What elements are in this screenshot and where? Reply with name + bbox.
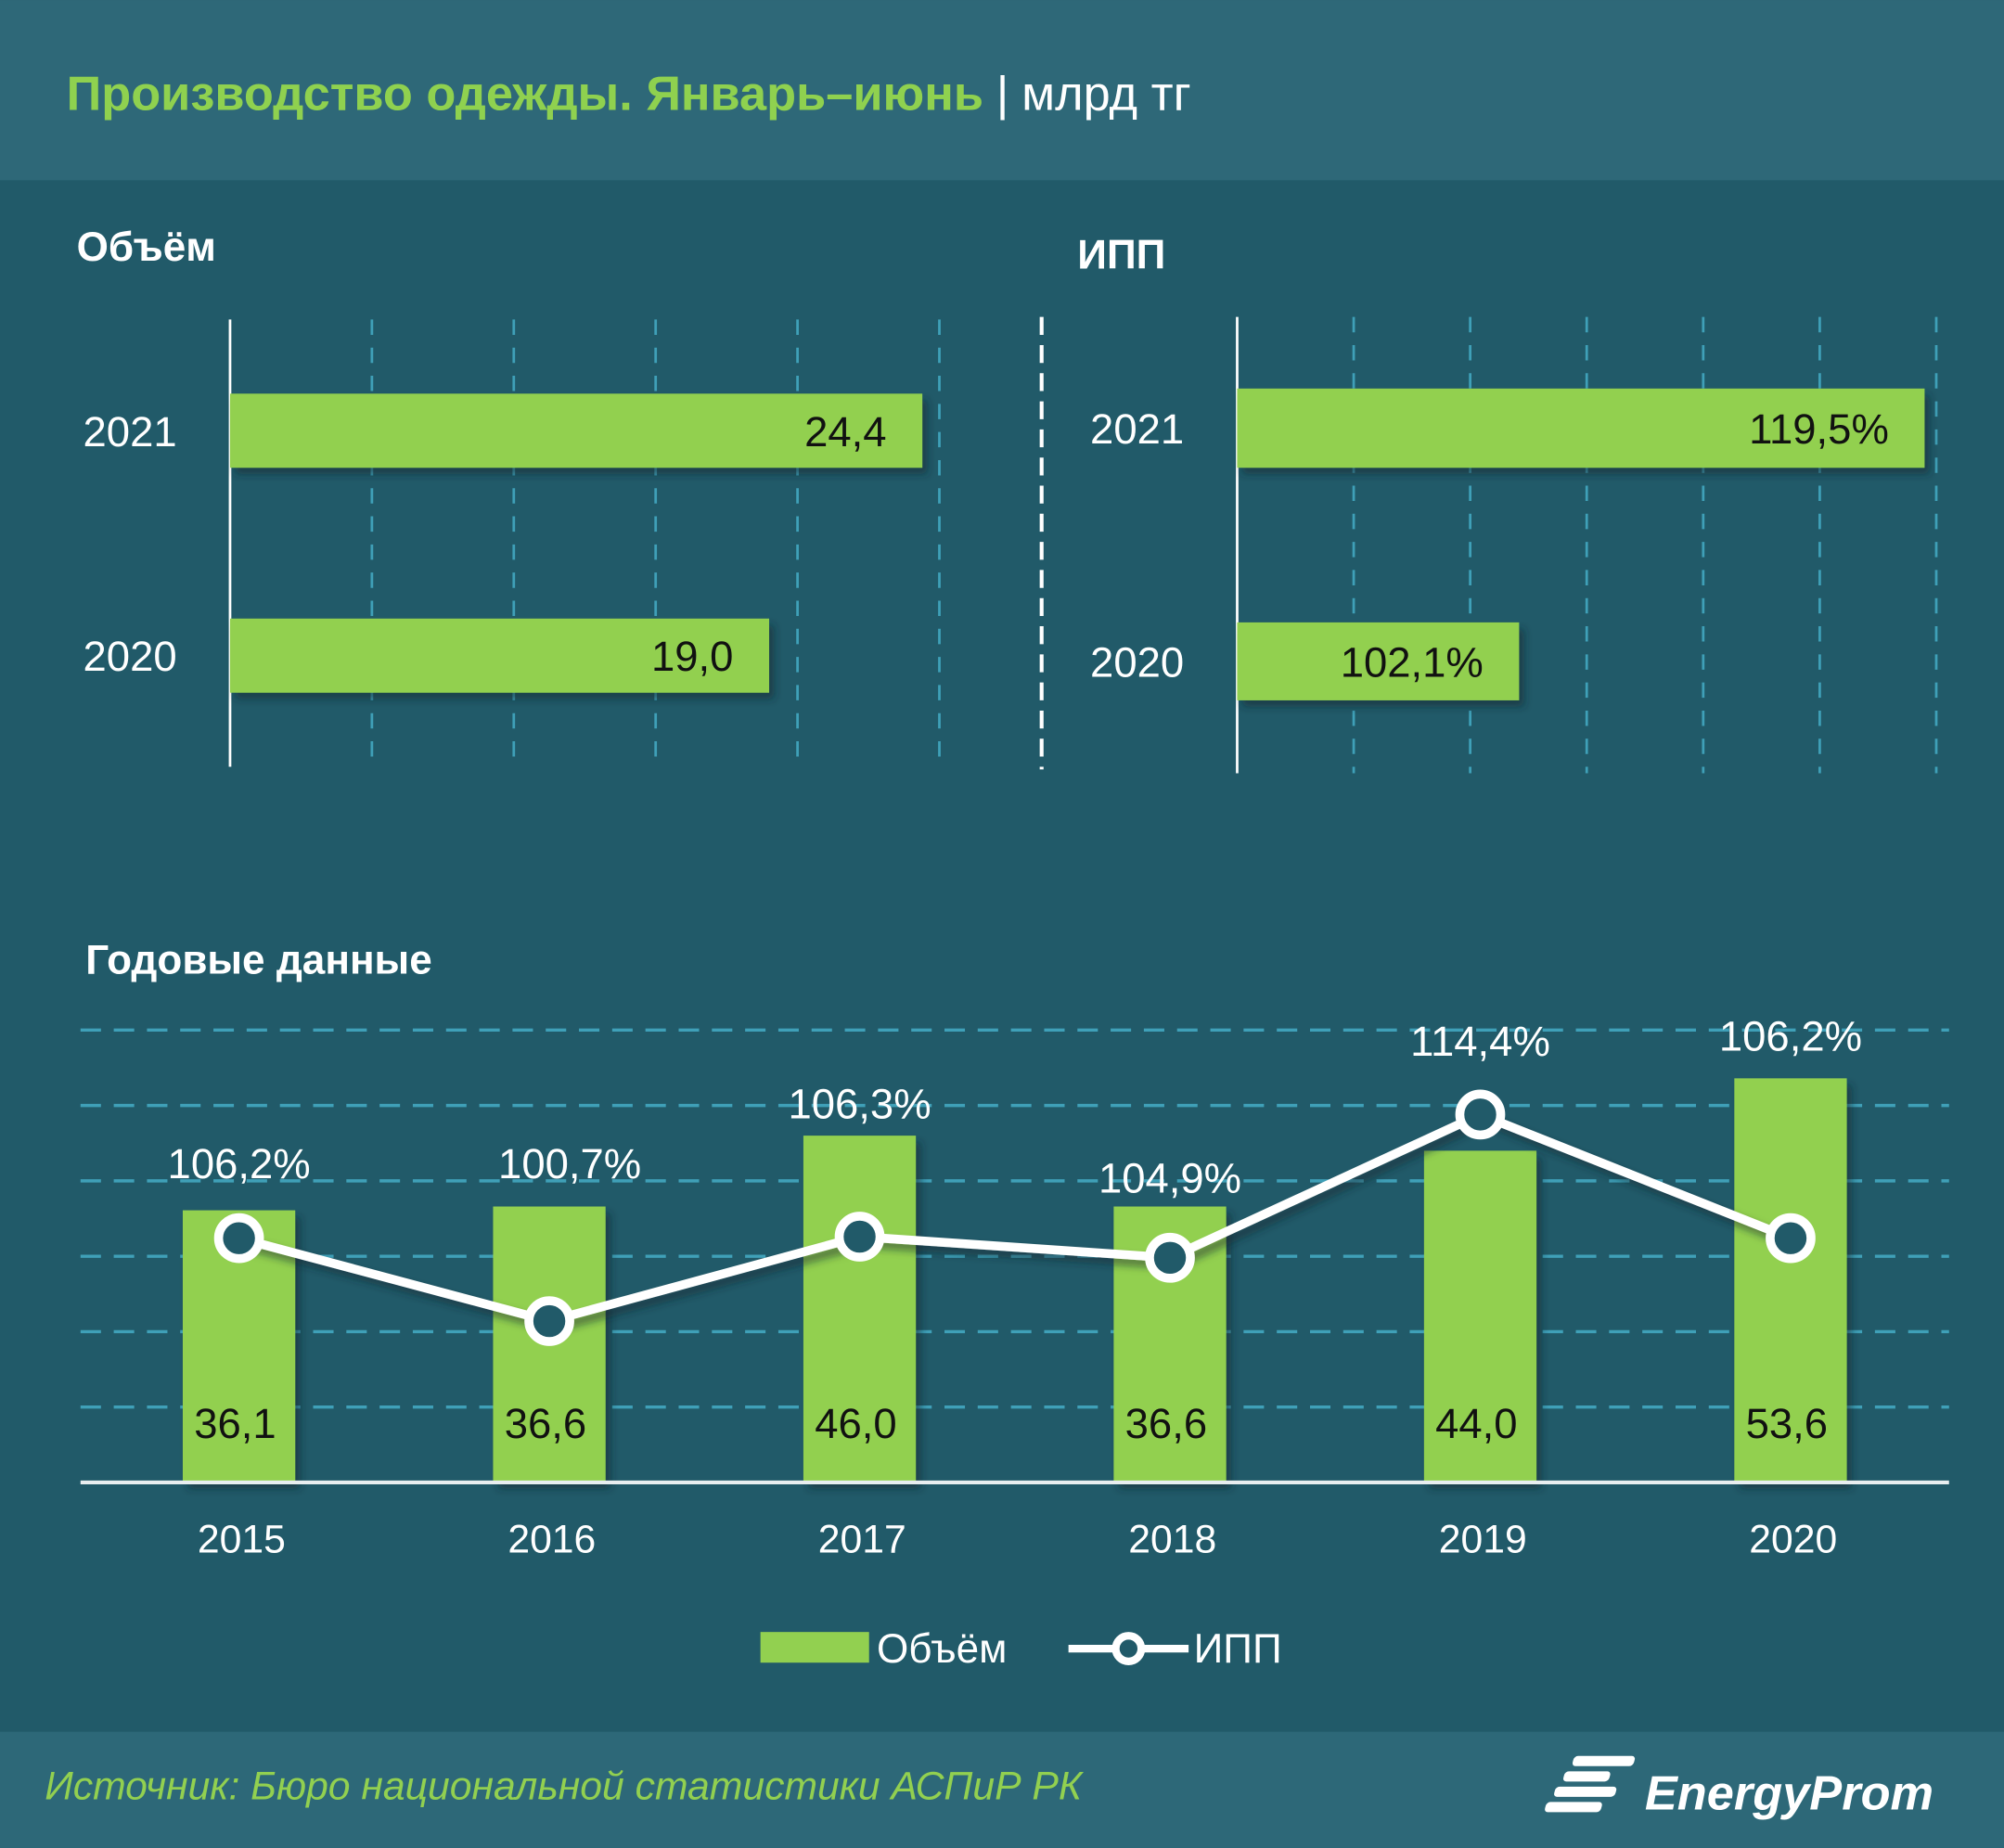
volume-chart-title: Объём bbox=[77, 225, 216, 270]
ipp-value-label: 106,2% bbox=[1719, 1012, 1862, 1059]
bar-value-label: 46,0 bbox=[815, 1400, 896, 1447]
title-separator: | bbox=[996, 68, 1009, 122]
bar-value-label: 19,0 bbox=[651, 633, 733, 680]
ipp-value-label: 114,4% bbox=[1410, 1018, 1550, 1065]
ipp-marker-2018 bbox=[1145, 1232, 1195, 1283]
category-label: 2021 bbox=[1090, 405, 1184, 453]
bar-value-label: 24,4 bbox=[804, 408, 886, 456]
bar-value-label: 36,1 bbox=[194, 1400, 276, 1447]
title-unit: млрд тг bbox=[1021, 68, 1191, 122]
x-tick-label: 2017 bbox=[818, 1518, 906, 1562]
bar-value-label: 53,6 bbox=[1746, 1400, 1828, 1447]
ipp-marker-2017 bbox=[834, 1212, 885, 1262]
ipp-value-label: 104,9% bbox=[1098, 1154, 1241, 1201]
legend-swatch-volume bbox=[760, 1632, 869, 1663]
bar-value-label: 36,6 bbox=[1125, 1400, 1207, 1447]
energyprom-logo: EnergyProm bbox=[1545, 1755, 1933, 1821]
ipp-chart-title: ИПП bbox=[1077, 232, 1165, 277]
x-tick-label: 2020 bbox=[1749, 1518, 1837, 1562]
category-label: 2020 bbox=[84, 633, 177, 680]
x-tick-label: 2018 bbox=[1128, 1518, 1216, 1562]
x-tick-label: 2015 bbox=[198, 1518, 286, 1562]
logo-mark-icon bbox=[1545, 1755, 1636, 1813]
header-title: Производство одежды. Январь–июнь | млрд тг bbox=[67, 68, 1191, 122]
ipp-value-label: 100,7% bbox=[498, 1140, 641, 1187]
header-band bbox=[0, 0, 2004, 181]
ipp-marker-2015 bbox=[213, 1213, 264, 1264]
bar-value-label: 119,5% bbox=[1749, 405, 1889, 453]
ipp-marker-2019 bbox=[1455, 1089, 1506, 1140]
bar-2020 bbox=[1237, 622, 1520, 700]
bar-2019 bbox=[1423, 1150, 1537, 1482]
annual-chart-title: Годовые данные bbox=[85, 938, 431, 983]
x-tick-label: 2019 bbox=[1439, 1518, 1527, 1562]
footer-band bbox=[0, 1731, 2004, 1848]
volume-chart: 24,4 2021 19,0 2020 bbox=[84, 319, 941, 767]
ipp-marker-2016 bbox=[524, 1296, 574, 1346]
title-text: Производство одежды. Январь–июнь bbox=[67, 68, 983, 122]
bar-2021 bbox=[1237, 388, 1925, 468]
annual-chart: 36,1 36,6 46,0 36,6 44,0 53,6 2015 2016 2017 2018… bbox=[80, 1012, 1949, 1562]
ipp-value-label: 106,2% bbox=[168, 1140, 311, 1187]
bar-value-label: 44,0 bbox=[1435, 1400, 1517, 1447]
legend-label-ipp: ИПП bbox=[1194, 1626, 1282, 1672]
source-note: Источник: Бюро национальной статистики А… bbox=[45, 1765, 1085, 1809]
bar-value-label: 102,1% bbox=[1341, 638, 1484, 686]
bar-2017 bbox=[803, 1136, 917, 1482]
legend: Объём ИПП bbox=[760, 1626, 1282, 1672]
category-label: 2021 bbox=[84, 408, 177, 456]
logo-text: EnergyProm bbox=[1645, 1767, 1933, 1821]
ipp-chart: 119,5% 2021 102,1% 2020 bbox=[1090, 316, 1938, 774]
bar-value-label: 36,6 bbox=[505, 1400, 586, 1447]
x-tick-label: 2016 bbox=[507, 1518, 596, 1562]
legend-label-volume: Объём bbox=[877, 1626, 1007, 1672]
category-label: 2020 bbox=[1090, 638, 1184, 686]
bar-2020 bbox=[1734, 1078, 1847, 1482]
bar-2020 bbox=[229, 618, 770, 693]
legend-swatch-ipp-marker bbox=[1111, 1632, 1146, 1665]
bar-2021 bbox=[229, 393, 923, 468]
ipp-value-label: 106,3% bbox=[788, 1080, 931, 1127]
ipp-line bbox=[238, 1110, 1792, 1327]
ipp-marker-2020 bbox=[1766, 1213, 1816, 1264]
